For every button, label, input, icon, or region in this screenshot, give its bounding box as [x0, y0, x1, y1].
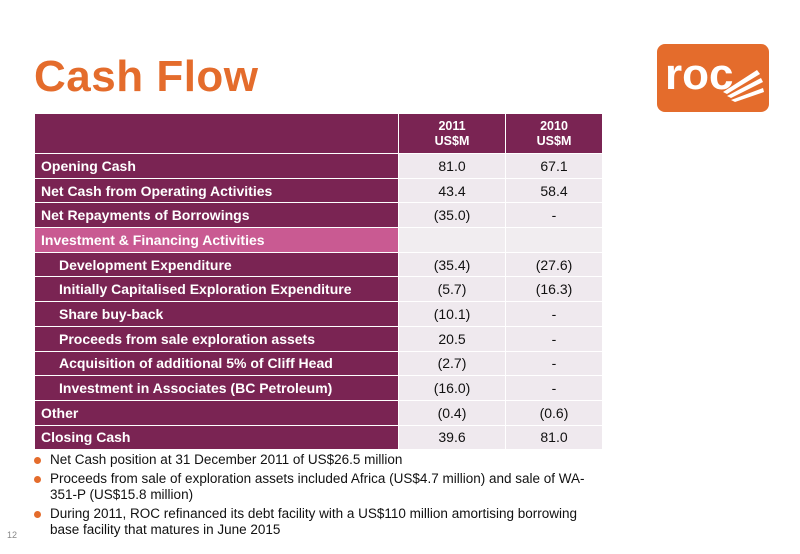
table-section-row: Investment & Financing Activities [34, 227, 603, 253]
value-2011: 43.4 [398, 177, 506, 204]
value-2010: (16.3) [505, 276, 603, 303]
header-2011: 2011 US$M [398, 113, 506, 154]
header-2011-unit: US$M [434, 133, 470, 148]
bullet-dot-icon [34, 475, 41, 483]
value-2011: (2.7) [398, 350, 506, 377]
row-label: Share buy-back [34, 301, 399, 327]
table-row: Development Expenditure (35.4) (27.6) [34, 251, 603, 278]
value-2011: (16.0) [398, 375, 506, 401]
value-2010: 81.0 [505, 424, 603, 451]
value-2010: - [505, 325, 603, 352]
table-row: Net Cash from Operating Activities 43.4 … [34, 177, 603, 204]
value-2010: - [505, 202, 603, 229]
row-label: Closing Cash [34, 424, 399, 451]
value-2010: 67.1 [505, 153, 603, 179]
value-2010: - [505, 350, 603, 377]
value-2011: (0.4) [398, 399, 506, 426]
logo-text: roc [665, 50, 733, 99]
table-row: Investment in Associates (BC Petroleum) … [34, 375, 603, 401]
value-2010: (27.6) [505, 251, 603, 278]
value-2011: 81.0 [398, 153, 506, 179]
row-label: Acquisition of additional 5% of Cliff He… [34, 350, 399, 377]
row-label: Proceeds from sale exploration assets [34, 325, 399, 352]
row-label: Initially Capitalised Exploration Expend… [34, 276, 399, 303]
table-row: Acquisition of additional 5% of Cliff He… [34, 350, 603, 377]
list-item: During 2011, ROC refinanced its debt fac… [34, 506, 594, 539]
header-label-cell [34, 113, 399, 154]
row-label: Opening Cash [34, 153, 399, 179]
value-2011: (10.1) [398, 301, 506, 327]
value-2010: - [505, 301, 603, 327]
section-label: Investment & Financing Activities [34, 227, 399, 253]
page-title: Cash Flow [34, 52, 259, 101]
value-2011: (35.4) [398, 251, 506, 278]
row-label: Development Expenditure [34, 251, 399, 278]
bullet-text: During 2011, ROC refinanced its debt fac… [50, 505, 577, 538]
bullet-text: Proceeds from sale of exploration assets… [50, 470, 585, 503]
table-row: Net Repayments of Borrowings (35.0) - [34, 202, 603, 229]
value-2011 [398, 227, 506, 253]
cash-flow-table: 2011 US$M 2010 US$M Opening Cash 81.0 67… [34, 113, 603, 451]
bullet-text: Net Cash position at 31 December 2011 of… [50, 452, 403, 467]
value-2010 [505, 227, 603, 253]
value-2011: (35.0) [398, 202, 506, 229]
header-2010: 2010 US$M [505, 113, 603, 154]
header-2010-unit: US$M [536, 133, 572, 148]
value-2010: 58.4 [505, 177, 603, 204]
table-row: Proceeds from sale exploration assets 20… [34, 325, 603, 352]
table-row: Other (0.4) (0.6) [34, 399, 603, 426]
bullet-dot-icon [34, 457, 41, 464]
value-2011: (5.7) [398, 276, 506, 303]
table-row: Initially Capitalised Exploration Expend… [34, 276, 603, 303]
table-row: Closing Cash 39.6 81.0 [34, 424, 603, 451]
value-2010: - [505, 375, 603, 401]
page-number: 12 [7, 530, 18, 540]
row-label: Net Repayments of Borrowings [34, 202, 399, 229]
value-2010: (0.6) [505, 399, 603, 426]
list-item: Proceeds from sale of exploration assets… [34, 471, 594, 504]
table-row: Opening Cash 81.0 67.1 [34, 153, 603, 179]
table-header-row: 2011 US$M 2010 US$M [34, 113, 603, 154]
row-label: Net Cash from Operating Activities [34, 177, 399, 204]
value-2011: 20.5 [398, 325, 506, 352]
header-2010-year: 2010 [540, 118, 568, 133]
row-label: Other [34, 399, 399, 426]
value-2011: 39.6 [398, 424, 506, 451]
roc-logo: roc [657, 44, 769, 112]
header-2011-year: 2011 [438, 118, 466, 133]
table-row: Share buy-back (10.1) - [34, 301, 603, 327]
row-label: Investment in Associates (BC Petroleum) [34, 375, 399, 401]
bullet-dot-icon [34, 510, 41, 518]
notes-list: Net Cash position at 31 December 2011 of… [34, 452, 594, 541]
list-item: Net Cash position at 31 December 2011 of… [34, 452, 594, 469]
